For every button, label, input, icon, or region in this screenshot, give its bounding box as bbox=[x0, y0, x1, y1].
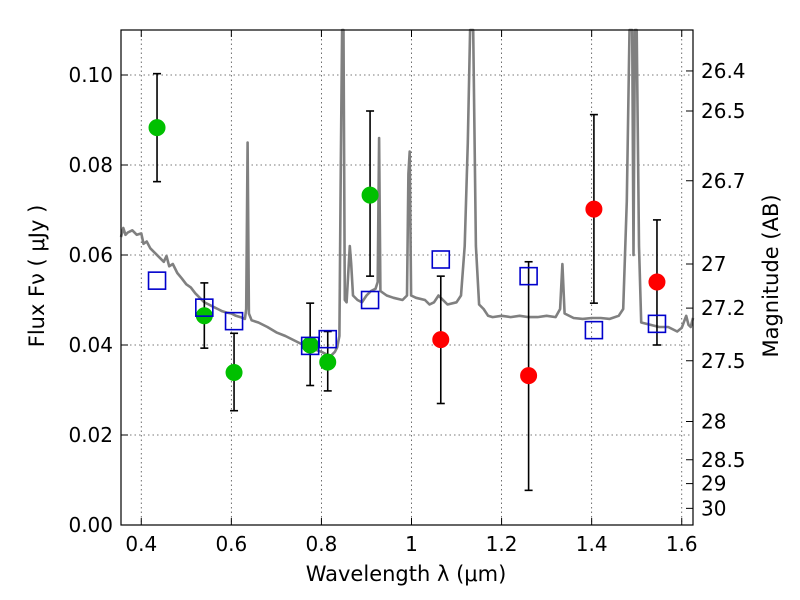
green-data-point bbox=[301, 336, 319, 354]
green-data-point bbox=[319, 353, 337, 371]
model-square-marker bbox=[195, 298, 214, 317]
red-data-point bbox=[585, 200, 603, 218]
plot-frame bbox=[120, 29, 694, 526]
green-data-point bbox=[361, 186, 379, 204]
model-square-marker bbox=[584, 320, 604, 340]
green-data-point bbox=[225, 363, 243, 381]
x-tick-label: 0.4 bbox=[125, 532, 157, 556]
model-square-marker bbox=[647, 314, 667, 334]
y-tick-label: 0.00 bbox=[68, 513, 113, 537]
red-data-point bbox=[648, 273, 666, 291]
x-tick-label: 1.4 bbox=[576, 532, 608, 556]
x-tick-label: 1 bbox=[405, 532, 418, 556]
grid-layer bbox=[121, 30, 693, 526]
model-square-marker bbox=[147, 271, 167, 290]
magnitude-tick-label: 26.7 bbox=[701, 169, 746, 193]
red-data-point bbox=[520, 367, 538, 385]
y-tick-label: 0.10 bbox=[68, 63, 113, 87]
spectrum-line bbox=[119, 28, 695, 358]
x-tick-label: 0.8 bbox=[306, 532, 338, 556]
magnitude-tick-label: 26.4 bbox=[701, 59, 746, 83]
x-axis-label: Wavelength λ (μm) bbox=[306, 562, 507, 586]
y-tick-label: 0.06 bbox=[68, 243, 113, 267]
y-tick-label: 0.08 bbox=[68, 153, 113, 177]
magnitude-tick-label: 26.5 bbox=[701, 99, 746, 123]
green-data-point bbox=[148, 119, 166, 137]
marker-layer bbox=[147, 72, 667, 492]
spectrum-layer bbox=[119, 28, 695, 358]
magnitude-tick-label: 29 bbox=[701, 472, 726, 496]
model-square-marker bbox=[431, 250, 451, 269]
model-square-marker bbox=[224, 311, 244, 331]
x-tick-label: 1.6 bbox=[666, 532, 698, 556]
y-tick-label: 0.04 bbox=[68, 333, 113, 357]
tick-layer: 0.4 0.6 0.8 1 1.2 1.4 1.6 0.00 0.02 0.04 0.06 0.08 0… bbox=[68, 30, 746, 556]
magnitude-tick-label: 30 bbox=[701, 496, 726, 520]
magnitude-tick-label: 28.5 bbox=[701, 448, 746, 472]
magnitude-tick-label: 27.5 bbox=[701, 349, 746, 373]
y2-axis-label: Magnitude (AB) bbox=[759, 194, 783, 357]
red-data-point bbox=[432, 331, 450, 349]
y-tick-label: 0.02 bbox=[68, 423, 113, 447]
magnitude-tick-label: 27.2 bbox=[701, 296, 746, 320]
model-square-marker bbox=[318, 329, 338, 349]
model-square-marker bbox=[360, 290, 380, 310]
magnitude-tick-label: 28 bbox=[701, 410, 726, 434]
x-tick-label: 0.6 bbox=[215, 532, 247, 556]
magnitude-tick-label: 27 bbox=[701, 252, 726, 276]
x-tick-label: 1.2 bbox=[486, 532, 518, 556]
y-axis-label: Flux Fν ( μJy ) bbox=[25, 205, 49, 348]
model-square-marker bbox=[519, 266, 538, 286]
